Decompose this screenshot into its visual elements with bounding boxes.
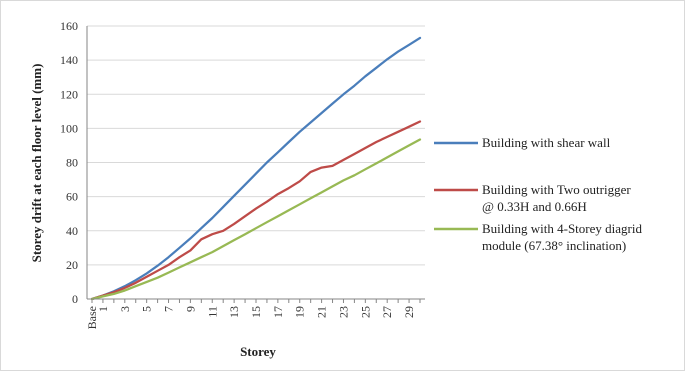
legend-label-3: module (67.38° inclination) xyxy=(482,238,626,253)
x-tick-label: 9 xyxy=(183,306,197,312)
x-tick-label: 19 xyxy=(293,306,307,318)
x-tick-label: 7 xyxy=(162,306,176,312)
x-tick-label: 1 xyxy=(96,306,110,312)
x-tick-label: Base xyxy=(85,306,99,329)
x-tick-label: 27 xyxy=(380,306,394,318)
legend-label-2: @ 0.33H and 0.66H xyxy=(482,199,587,214)
x-tick-label: 25 xyxy=(358,306,372,318)
x-tick-label: 5 xyxy=(140,306,154,312)
x-tick-label: 21 xyxy=(315,306,329,318)
axes xyxy=(86,26,425,300)
gridlines xyxy=(87,25,425,266)
legend-label-3: Building with 4-Storey diagrid xyxy=(482,221,642,236)
x-tick-label: 3 xyxy=(118,306,132,312)
y-tick-label: 100 xyxy=(60,121,78,135)
series-line-3 xyxy=(90,138,422,301)
series-line-2 xyxy=(90,120,422,301)
y-axis-ticks: 0 20 40 60 80 100 120 140 160 xyxy=(60,19,78,306)
series-lines xyxy=(90,36,422,301)
y-tick-label: 80 xyxy=(66,156,78,170)
y-tick-label: 40 xyxy=(66,224,78,238)
y-tick-label: 160 xyxy=(60,19,78,33)
legend-label-1: Building with shear wall xyxy=(482,135,611,150)
x-tick-label: 15 xyxy=(249,306,263,318)
x-tick-label: 29 xyxy=(402,306,416,318)
x-tick-label: 13 xyxy=(227,306,241,318)
x-tick-label: 23 xyxy=(336,306,350,318)
y-tick-label: 0 xyxy=(72,292,78,306)
legend: Building with shear wall Building with Tw… xyxy=(434,135,642,253)
y-axis-title: Storey drift at each floor level (mm) xyxy=(29,64,44,263)
y-tick-label: 20 xyxy=(66,258,78,272)
x-axis-title: Storey xyxy=(240,344,276,359)
x-tick-label: 11 xyxy=(205,306,219,318)
x-tick-label: 17 xyxy=(271,306,285,318)
y-tick-label: 140 xyxy=(60,53,78,67)
series-line-1 xyxy=(90,36,422,301)
legend-label-2: Building with Two outrigger xyxy=(482,182,631,197)
y-tick-label: 60 xyxy=(66,190,78,204)
y-tick-label: 120 xyxy=(60,87,78,101)
